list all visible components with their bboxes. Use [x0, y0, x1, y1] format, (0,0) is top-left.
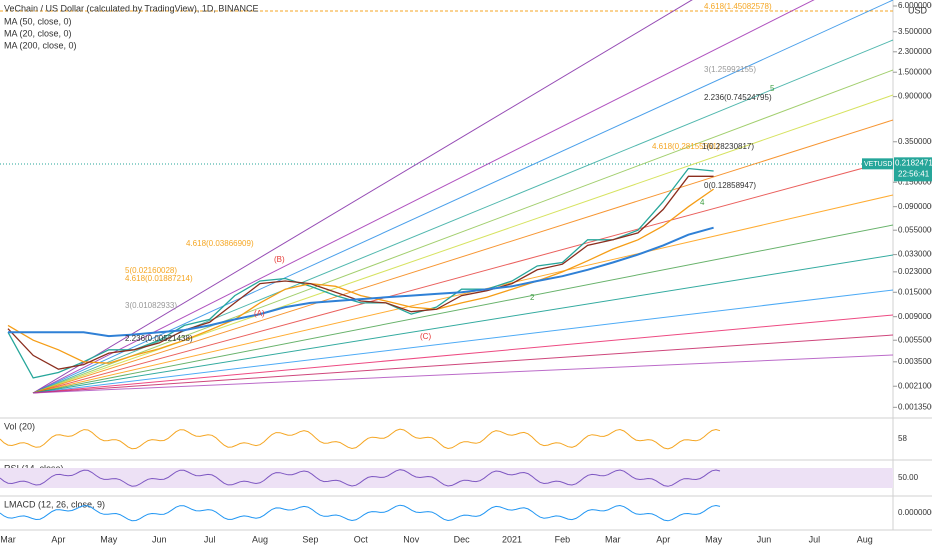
- x-tick-label: Jul: [204, 534, 216, 544]
- series-line: [7, 188, 714, 364]
- annotation: (C): [420, 332, 431, 341]
- annotation: 2.236(0.74524795): [704, 93, 772, 102]
- fan-line: [32, 69, 894, 394]
- pane-tick-label: 0.0000000: [898, 508, 932, 517]
- fan-line: [32, 289, 894, 394]
- indicator-line: [0, 504, 721, 522]
- annotation: 3(1.25992155): [704, 65, 756, 74]
- legend-entry: MA (200, close, 0): [4, 40, 77, 50]
- annotation: 4.618(1.45082578): [704, 2, 772, 11]
- countdown: 22:56:41: [898, 169, 930, 178]
- annotation: (B): [274, 255, 285, 264]
- x-tick-label: Sep: [302, 534, 318, 544]
- chart-title: VeChain / US Dollar (calculated by Tradi…: [4, 3, 258, 13]
- y-tick-label: 6.0000000: [898, 1, 932, 10]
- fan-line: [32, 224, 894, 394]
- fan-line: [32, 334, 894, 394]
- legend-entry: MA (50, close, 0): [4, 16, 72, 26]
- annotation: 5: [770, 84, 775, 93]
- annotation: 2: [530, 293, 535, 302]
- fan-line: [32, 0, 693, 394]
- indicator-line: [0, 428, 721, 450]
- annotation: 4.618(0.28155561): [652, 142, 720, 151]
- x-tick-label: Aug: [252, 534, 268, 544]
- x-tick-label: Jun: [152, 534, 167, 544]
- annotation: 4: [700, 198, 705, 207]
- annotation: 5(0.02160028): [125, 266, 177, 275]
- series-line: [8, 226, 714, 338]
- series-badge: [862, 158, 893, 170]
- x-tick-label: Nov: [403, 534, 420, 544]
- x-tick-label: Aug: [857, 534, 873, 544]
- legend-entry: MA (20, close, 0): [4, 28, 72, 38]
- fan-line: [32, 314, 894, 394]
- fan-line: [32, 119, 894, 394]
- x-tick-label: Apr: [51, 534, 65, 544]
- fan-line: [32, 159, 894, 394]
- x-tick-label: Jul: [809, 534, 821, 544]
- annotation: 2.236(0.00521438): [125, 334, 193, 343]
- last-price-badge: [894, 157, 932, 182]
- x-tick-label: May: [100, 534, 118, 544]
- annotation: 3(0.01082933): [125, 301, 177, 310]
- indicator-line: [0, 469, 721, 487]
- fan-line: [32, 0, 815, 394]
- x-tick-label: May: [705, 534, 723, 544]
- series-line: [7, 167, 714, 379]
- annotation: 1(0.28230817): [702, 142, 754, 151]
- y-tick-label: 2.3000000: [898, 47, 932, 56]
- x-tick-label: 2021: [502, 534, 522, 544]
- fan-line: [32, 194, 894, 394]
- x-tick-label: Dec: [454, 534, 471, 544]
- x-tick-label: Oct: [354, 534, 369, 544]
- y-tick-label: 0.0013500: [898, 402, 932, 411]
- fan-line: [32, 0, 894, 394]
- y-unit: USD: [908, 5, 928, 15]
- series-badge-label: VETUSD: [864, 161, 892, 168]
- pane-label: LMACD (12, 26, close, 9): [4, 499, 105, 509]
- pane-tick-label: 58: [898, 434, 907, 443]
- last-price-label: 0.21824710: [895, 158, 932, 167]
- x-tick-label: Apr: [656, 534, 670, 544]
- x-tick-label: Jun: [757, 534, 772, 544]
- x-tick-label: Mar: [0, 534, 16, 544]
- fan-line: [32, 254, 894, 394]
- annotation: 4.618(0.03866909): [186, 239, 254, 248]
- annotation: (A): [254, 309, 265, 318]
- pane-label: Vol (20): [4, 421, 35, 431]
- x-tick-label: Mar: [605, 534, 621, 544]
- annotation: 4.618(0.01887214): [125, 274, 193, 283]
- series-line: [7, 175, 714, 370]
- pane-tick-label: 50.00: [898, 473, 919, 482]
- x-tick-label: Feb: [555, 534, 571, 544]
- annotation: 0(0.12858947): [704, 181, 756, 190]
- fan-line: [32, 354, 894, 394]
